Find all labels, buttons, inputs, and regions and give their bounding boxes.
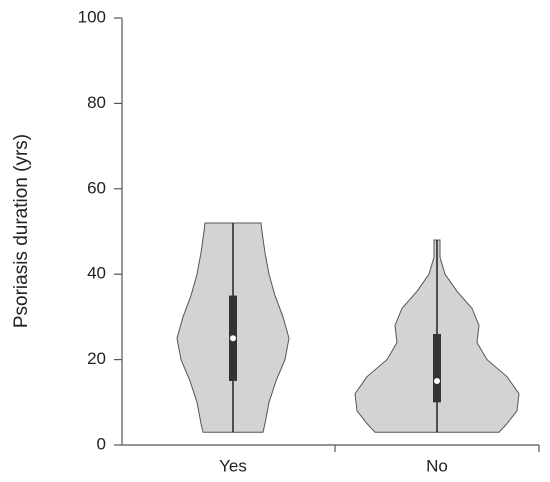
y-tick-label: 80: [87, 93, 106, 112]
y-tick-label: 40: [87, 264, 106, 283]
y-tick-label: 0: [97, 434, 106, 453]
median: [230, 335, 236, 342]
violin-outline: [176, 222, 290, 433]
x-tick-label: No: [426, 456, 448, 475]
x-tick-label: Yes: [219, 456, 247, 475]
violin-half: [437, 240, 519, 433]
violin-half: [177, 222, 233, 433]
y-tick-label: 20: [87, 349, 106, 368]
y-axis-label: Psoriasis duration (yrs): [11, 134, 32, 328]
iqr-box: [433, 333, 441, 403]
violin-outline: [354, 239, 520, 433]
median: [434, 377, 440, 384]
y-tick-label: 60: [87, 178, 106, 197]
violin-half: [233, 222, 289, 433]
y-tick-label: 100: [78, 7, 106, 26]
violin-half: [355, 240, 437, 433]
